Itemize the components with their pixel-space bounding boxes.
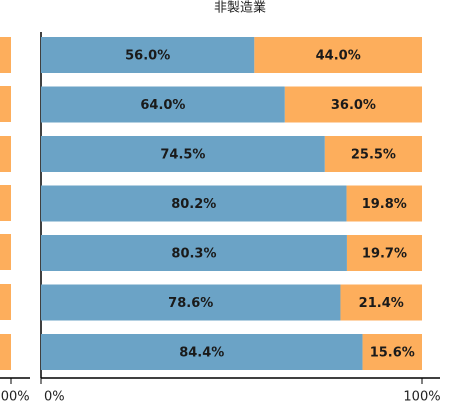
x-tick-label: 100% [403, 390, 440, 405]
bar-fragment [0, 234, 11, 270]
value-label: 15.6% [370, 346, 415, 361]
bar-segment [284, 86, 422, 123]
bar-fragment [0, 37, 11, 73]
value-label: 80.3% [171, 247, 216, 262]
value-label: 19.8% [362, 197, 407, 212]
value-label: 80.2% [171, 197, 216, 212]
value-label: 64.0% [140, 98, 185, 113]
value-label: 19.7% [362, 247, 407, 262]
bar-segment [346, 235, 422, 271]
bar-fragment [0, 284, 11, 320]
bar-segment [41, 86, 285, 123]
bar-segment [41, 185, 347, 222]
value-label: 56.0% [125, 49, 170, 64]
x-tick-label: 0% [44, 390, 65, 405]
bar-segment [324, 136, 422, 172]
bar-segment [41, 37, 255, 73]
bar-fragment [0, 86, 11, 122]
chart-title: 非製造業 [214, 0, 266, 16]
bar-segment [41, 136, 325, 172]
bar-segment [340, 284, 422, 321]
bar-segment [362, 334, 422, 370]
bar-fragment [0, 334, 11, 370]
bar-fragment [0, 185, 11, 221]
value-label: 74.5% [160, 148, 205, 163]
value-label: 44.0% [316, 49, 361, 64]
bar-segment [254, 37, 422, 73]
bar-segment [41, 235, 347, 271]
bar-segment [41, 284, 341, 321]
x-tick-label: 100% [0, 390, 30, 405]
value-label: 25.5% [351, 148, 396, 163]
bar-segment [41, 334, 363, 370]
value-label: 78.6% [168, 296, 213, 311]
bar-fragment [0, 136, 11, 172]
left-fragment-bars [0, 37, 11, 370]
value-label: 21.4% [359, 296, 404, 311]
value-label: 84.4% [179, 346, 224, 361]
value-label: 36.0% [331, 98, 376, 113]
bar-segment [346, 185, 422, 222]
